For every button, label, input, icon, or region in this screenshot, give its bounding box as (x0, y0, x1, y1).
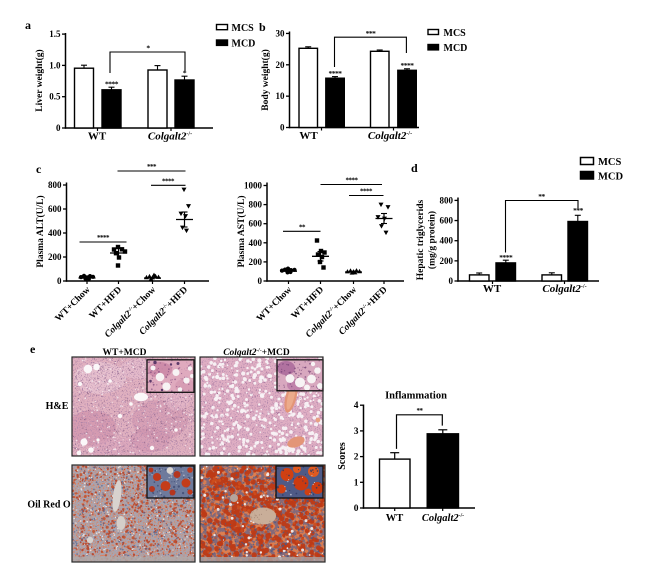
svg-text:20: 20 (276, 60, 286, 70)
svg-text:Plasma ALT(U/L): Plasma ALT(U/L) (35, 195, 46, 267)
svg-text:10: 10 (276, 91, 286, 101)
svg-text:1000: 1000 (244, 181, 263, 191)
svg-text:0: 0 (354, 504, 359, 514)
svg-text:1.0: 1.0 (49, 60, 61, 70)
svg-text:MCD: MCD (598, 172, 623, 183)
svg-text:****: **** (360, 188, 373, 196)
svg-text:Plasma AST(U/L): Plasma AST(U/L) (236, 195, 247, 267)
svg-text:Colgalt2-/-+MCD: Colgalt2-/-+MCD (223, 348, 290, 358)
svg-text:800: 800 (249, 200, 263, 210)
svg-text:WT+Chow: WT+Chow (54, 285, 93, 324)
svg-text:**: ** (538, 192, 545, 201)
svg-text:3: 3 (354, 427, 359, 437)
svg-text:400: 400 (249, 238, 263, 248)
svg-text:WT+Chow: WT+Chow (255, 285, 294, 324)
svg-text:1.5: 1.5 (49, 29, 61, 39)
svg-text:*: * (183, 68, 187, 77)
svg-text:400: 400 (440, 236, 454, 246)
svg-text:600: 600 (48, 204, 62, 214)
svg-text:600: 600 (249, 219, 263, 229)
svg-text:Colgalt2-/-: Colgalt2-/- (368, 130, 412, 142)
svg-text:b: b (259, 20, 266, 34)
svg-text:4: 4 (354, 401, 359, 411)
svg-text:**: ** (417, 407, 424, 415)
svg-text:WT: WT (386, 513, 404, 524)
svg-text:Body weight(g): Body weight(g) (260, 49, 271, 111)
svg-text:Colgalt2-/-: Colgalt2-/- (148, 131, 192, 143)
svg-text:MCS: MCS (232, 23, 255, 34)
svg-text:MCD: MCD (232, 39, 256, 50)
svg-text:600: 600 (440, 216, 454, 226)
svg-text:MCS: MCS (444, 28, 467, 39)
svg-text:2: 2 (354, 453, 359, 463)
svg-text:***: *** (366, 29, 377, 38)
svg-text:H&E: H&E (46, 401, 69, 412)
svg-text:WT: WT (88, 131, 107, 143)
svg-text:0: 0 (56, 123, 61, 133)
svg-text:*: * (146, 44, 150, 53)
svg-text:0.5: 0.5 (49, 92, 61, 102)
svg-text:Liver weight(g): Liver weight(g) (34, 49, 45, 111)
svg-text:c: c (36, 162, 42, 176)
svg-text:d: d (411, 161, 418, 175)
svg-text:WT: WT (483, 283, 502, 295)
svg-text:200: 200 (48, 252, 62, 262)
svg-text:400: 400 (48, 228, 62, 238)
svg-text:WT+HFD: WT+HFD (88, 285, 124, 321)
svg-text:Colgalt2-/-: Colgalt2-/- (542, 283, 586, 295)
svg-text:****: **** (346, 177, 359, 185)
svg-text:***: *** (147, 163, 157, 171)
svg-text:0: 0 (449, 276, 454, 286)
svg-text:****: **** (499, 253, 513, 262)
svg-text:1: 1 (354, 478, 359, 488)
svg-text:200: 200 (249, 257, 263, 267)
svg-text:Colgalt2-/-: Colgalt2-/- (422, 513, 464, 524)
svg-text:0: 0 (57, 276, 62, 286)
svg-text:****: **** (401, 61, 415, 70)
svg-text:(mg/g protein): (mg/g protein) (427, 211, 438, 269)
svg-text:Inflammation: Inflammation (385, 391, 447, 402)
svg-text:***: *** (573, 206, 584, 215)
svg-text:****: **** (162, 178, 175, 186)
svg-text:a: a (25, 18, 31, 32)
svg-text:Oil Red O: Oil Red O (27, 500, 71, 511)
svg-text:**: ** (299, 224, 306, 232)
svg-text:MCD: MCD (444, 43, 468, 54)
svg-text:30: 30 (276, 28, 286, 38)
svg-text:WT+MCD: WT+MCD (103, 348, 147, 358)
svg-text:0: 0 (280, 123, 285, 133)
svg-text:800: 800 (440, 195, 454, 205)
svg-text:MCS: MCS (598, 157, 621, 168)
svg-text:800: 800 (48, 180, 62, 190)
svg-text:****: **** (329, 69, 343, 78)
svg-text:Hepatic triglycerids: Hepatic triglycerids (416, 199, 426, 280)
svg-text:WT: WT (299, 130, 318, 142)
svg-text:0: 0 (258, 276, 263, 286)
svg-text:****: **** (105, 79, 119, 88)
svg-text:e: e (30, 342, 36, 356)
svg-text:****: **** (97, 234, 110, 242)
svg-text:200: 200 (440, 256, 454, 266)
svg-text:Scores: Scores (337, 442, 348, 470)
